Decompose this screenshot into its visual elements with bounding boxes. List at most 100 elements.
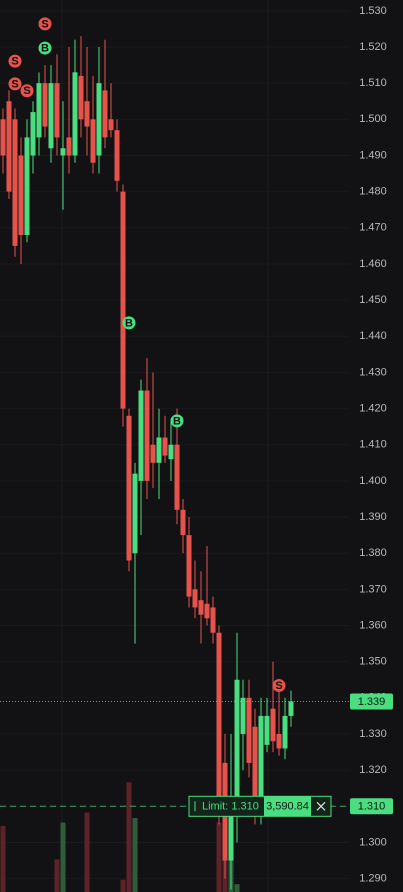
y-tick-label: 1.300 (359, 836, 387, 848)
y-tick-label: 1.500 (359, 113, 387, 125)
y-tick-label: 1.290 (359, 873, 387, 885)
volume-bar (132, 818, 138, 892)
y-tick-label: 1.470 (359, 222, 387, 234)
candle-body (132, 473, 138, 554)
candle-body (78, 75, 84, 120)
volume-bar (120, 879, 126, 892)
candle-body (276, 733, 282, 749)
last-price-tag (350, 693, 393, 710)
y-tick-label: 1.320 (359, 764, 387, 776)
candle-body (12, 119, 18, 246)
y-tick-label: 1.430 (359, 366, 387, 378)
candle-body (30, 112, 36, 156)
y-tick-label: 1.370 (359, 583, 387, 595)
candle-body (144, 390, 150, 481)
y-tick-label: 1.480 (359, 186, 387, 198)
y-tick-label: 1.440 (359, 330, 387, 342)
volume-bar (216, 822, 222, 892)
candle-body (48, 83, 54, 149)
candle-body (108, 119, 114, 131)
candle-body (18, 155, 24, 236)
trade-marker (8, 77, 22, 91)
trade-marker (38, 17, 52, 31)
y-tick-label: 1.360 (359, 619, 387, 631)
candle-body (126, 415, 132, 561)
candle-body (288, 701, 294, 716)
y-tick-label: 1.520 (359, 41, 387, 53)
y-tick-label: 1.330 (359, 728, 387, 740)
trade-marker (170, 414, 184, 428)
trade-marker-label: B (125, 317, 133, 329)
trade-marker (122, 316, 136, 330)
y-tick-label: 1.420 (359, 402, 387, 414)
candle-body (168, 444, 174, 460)
volume-bar (234, 884, 240, 892)
candle-body (216, 632, 222, 800)
y-tick-label: 1.510 (359, 77, 387, 89)
candle-body (174, 444, 180, 510)
y-tick-label: 1.410 (359, 439, 387, 451)
candle-body (204, 603, 210, 619)
candle-body (24, 137, 30, 236)
candle-body (0, 119, 6, 156)
candle-body (210, 607, 216, 633)
volume-bar (0, 825, 6, 892)
trade-marker-label: B (173, 415, 181, 427)
trade-marker (20, 84, 34, 98)
candle-body (36, 83, 42, 138)
candle-body (72, 72, 78, 156)
limit-amount: 3,590.84 (266, 801, 309, 813)
candle-body (192, 589, 198, 608)
cancel-icon (316, 801, 326, 811)
candle-body (234, 679, 240, 807)
volume-bar (84, 812, 90, 892)
limit-order-label: Limit: 1.310 (202, 801, 259, 813)
candle-body (186, 535, 192, 597)
candle-body (198, 600, 204, 615)
y-tick-label: 1.390 (359, 511, 387, 523)
candle-body (180, 509, 186, 536)
trade-marker-label: S (275, 680, 282, 692)
candle-body (252, 726, 258, 807)
candle-body (114, 130, 120, 181)
volume-bar (126, 782, 132, 892)
candle-body (60, 148, 66, 156)
candle-body (162, 437, 168, 456)
candle-body (66, 137, 72, 156)
candle-body (270, 708, 276, 742)
y-tick-label: 1.460 (359, 258, 387, 270)
volume-bar (60, 822, 66, 892)
candle-body (156, 437, 162, 463)
candle-body (138, 390, 144, 481)
trade-marker-label: S (11, 56, 18, 68)
limit-price-label: 1.310 (358, 801, 386, 813)
trade-marker-label: S (41, 18, 48, 30)
candle-body (84, 101, 90, 127)
candle-body (246, 697, 252, 763)
candle-body (228, 806, 234, 861)
cancel-order-button[interactable] (316, 801, 326, 811)
trade-marker (8, 54, 22, 68)
last-price-label: 1.339 (358, 696, 386, 708)
limit-price-tag (350, 798, 393, 815)
candle-body (258, 715, 264, 807)
y-tick-label: 1.490 (359, 149, 387, 161)
candle-body (102, 90, 108, 138)
trade-marker-label: S (23, 85, 30, 97)
trade-marker (38, 41, 52, 55)
trade-marker (272, 679, 286, 693)
candle-body (282, 715, 288, 749)
candle-body (54, 83, 60, 138)
candle-body (240, 697, 246, 734)
limit-order-widget[interactable]: Limit: 1.310 3,590.84 (188, 795, 332, 817)
candle-body (96, 83, 102, 156)
candle-body (120, 191, 126, 409)
candle-body (90, 119, 96, 163)
candle-body (6, 101, 12, 192)
candle-body (264, 715, 270, 745)
trade-marker-label: B (41, 42, 49, 54)
candle-body (42, 83, 48, 127)
y-tick-label: 1.350 (359, 656, 387, 668)
